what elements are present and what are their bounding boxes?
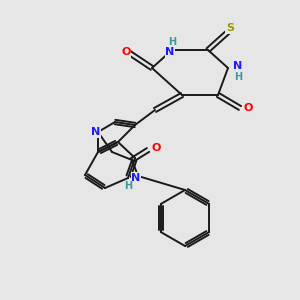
Text: N: N: [233, 61, 243, 71]
Text: N: N: [92, 127, 100, 137]
Text: O: O: [151, 143, 161, 153]
Text: N: N: [165, 47, 175, 57]
Text: O: O: [121, 47, 131, 57]
Text: O: O: [243, 103, 253, 113]
Text: S: S: [226, 23, 234, 33]
Text: H: H: [168, 37, 176, 47]
Text: H: H: [124, 181, 132, 191]
Text: N: N: [131, 173, 141, 183]
Text: H: H: [234, 72, 242, 82]
